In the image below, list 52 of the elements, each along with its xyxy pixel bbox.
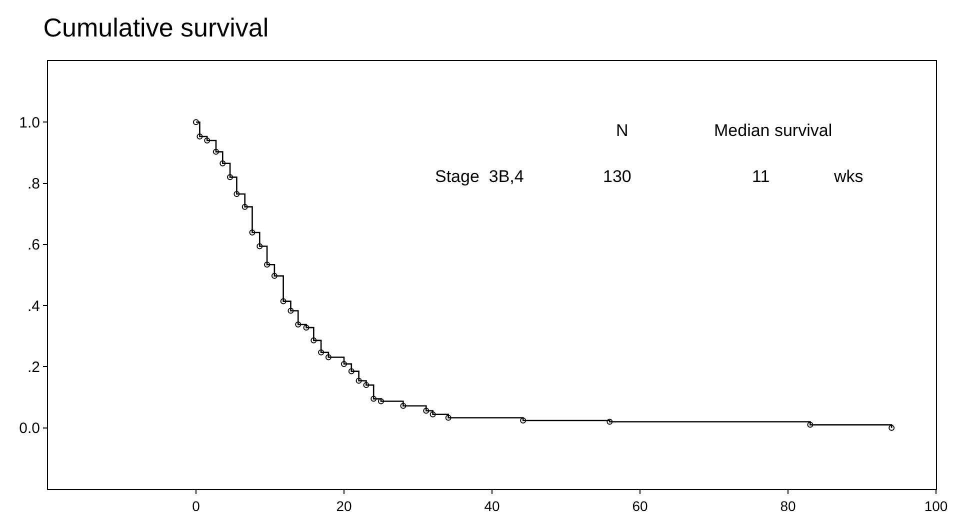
point: [888, 424, 895, 431]
annotation: wks: [833, 167, 864, 186]
y-tick-label: .8: [27, 176, 40, 193]
point: [271, 272, 278, 279]
y-tick-label: .6: [27, 236, 40, 254]
point: [341, 360, 347, 367]
annotation: Median survival: [714, 121, 832, 140]
point: [249, 230, 256, 236]
point: [310, 337, 317, 344]
point: [204, 137, 210, 144]
point: [220, 160, 226, 166]
point: [356, 378, 362, 384]
point: [196, 134, 203, 140]
annotation: Stage 3B,4: [435, 167, 524, 186]
x-tick-label: 40: [484, 498, 500, 514]
point: [227, 174, 234, 180]
y-tick-label: 1.0: [19, 114, 40, 132]
point: [606, 418, 613, 425]
point: [288, 308, 294, 314]
point: [303, 324, 310, 331]
point: [256, 243, 263, 250]
point: [212, 148, 219, 155]
point: [430, 411, 436, 418]
annotation: N: [616, 121, 628, 140]
point: [400, 402, 406, 409]
x-tick-label: 20: [336, 498, 352, 514]
y-tick-label: .4: [27, 298, 40, 315]
x-tick-label: 0: [192, 498, 200, 514]
point: [280, 298, 286, 304]
x-tick-label: 80: [780, 498, 796, 514]
annotation: 130: [603, 167, 632, 186]
point: [325, 354, 332, 360]
point: [370, 396, 377, 402]
point: [242, 204, 248, 210]
point: [318, 349, 324, 356]
point: [348, 368, 354, 374]
point: [423, 408, 430, 414]
point: [193, 119, 199, 126]
annotation: 11: [752, 167, 770, 186]
point: [520, 418, 526, 424]
x-tick-label: 100: [924, 498, 948, 514]
point: [378, 398, 384, 404]
point: [807, 422, 814, 428]
point: [363, 382, 370, 388]
y-tick-label: 0.0: [19, 420, 40, 438]
point: [234, 190, 240, 197]
point: [264, 262, 270, 268]
y-tick-label: .2: [27, 358, 40, 376]
chart-title: Cumulative survival: [43, 12, 269, 43]
x-tick-label: 60: [632, 498, 648, 514]
point: [295, 322, 302, 328]
point: [445, 414, 452, 421]
